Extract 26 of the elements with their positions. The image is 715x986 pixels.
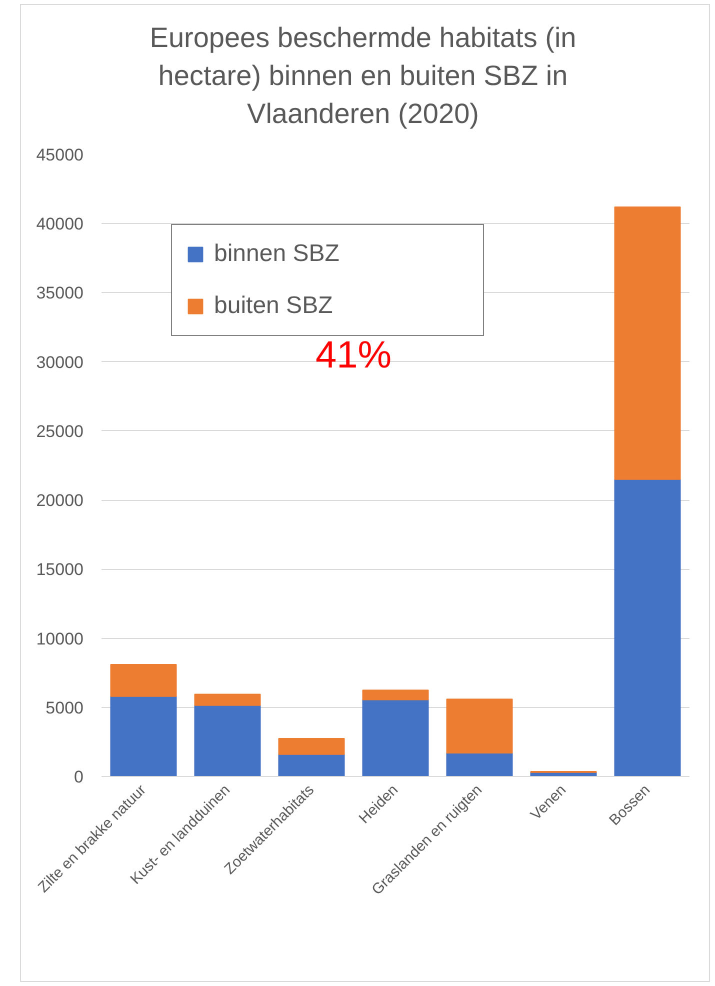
bar (110, 696, 177, 776)
chart-title: Europees beschermde habitats (in hectare) binnen en buiten SBZ in Vlaanderen (2020) (148, 21, 578, 131)
bar (278, 754, 345, 776)
annotation: 41% (315, 334, 392, 376)
y-tick-label: 5000 (46, 698, 84, 718)
y-tick-label: 20000 (36, 491, 84, 510)
y-tick-label: 25000 (36, 422, 84, 441)
bar (362, 699, 429, 776)
bar (446, 752, 513, 776)
y-tick-label: 0 (74, 768, 84, 786)
y-tick-label: 30000 (36, 352, 84, 372)
bar (614, 206, 681, 480)
bar (362, 690, 429, 700)
bar (194, 704, 261, 776)
y-tick-label: 45000 (36, 146, 84, 164)
bar (446, 698, 513, 754)
y-tick-label: 35000 (36, 284, 84, 303)
bar (614, 478, 681, 776)
legend-label: binnen SBZ (214, 239, 340, 269)
y-tick-label: 10000 (36, 629, 84, 648)
bar (278, 738, 345, 755)
y-tick-label: 40000 (36, 214, 84, 234)
legend-label: buiten SBZ (214, 291, 334, 321)
y-tick-label: 15000 (36, 560, 84, 580)
bar (110, 664, 177, 697)
bar (194, 694, 261, 706)
